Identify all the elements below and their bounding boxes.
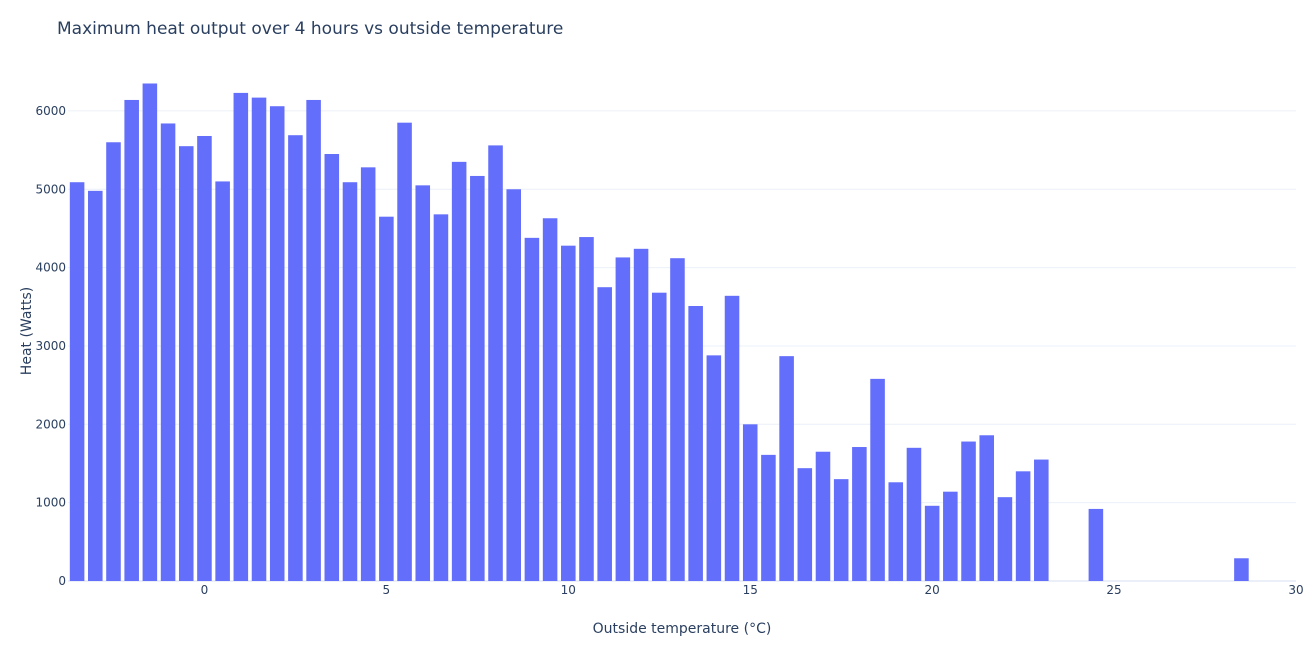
bar[interactable] xyxy=(324,154,340,582)
bar[interactable] xyxy=(815,451,831,581)
bar[interactable] xyxy=(961,441,976,581)
bar[interactable] xyxy=(178,146,194,581)
bar[interactable] xyxy=(888,482,904,581)
bar[interactable] xyxy=(579,237,594,582)
bar[interactable] xyxy=(724,295,740,581)
bar[interactable] xyxy=(651,292,667,581)
y-tick-label: 2000 xyxy=(35,417,66,431)
bar[interactable] xyxy=(633,248,649,581)
bar[interactable] xyxy=(124,99,139,581)
x-axis-ticks: 0 5 10 15 20 25 30 xyxy=(201,583,1304,597)
bar[interactable] xyxy=(233,92,249,581)
bar[interactable] xyxy=(542,218,558,581)
bar[interactable] xyxy=(88,190,103,582)
bar[interactable] xyxy=(779,356,794,581)
bar[interactable] xyxy=(251,97,267,581)
bar[interactable] xyxy=(342,182,358,581)
bar[interactable] xyxy=(69,182,85,581)
bar[interactable] xyxy=(561,245,576,582)
bar[interactable] xyxy=(997,497,1013,581)
bars xyxy=(69,83,1249,582)
bar[interactable] xyxy=(615,257,631,581)
bar[interactable] xyxy=(852,447,867,581)
bar[interactable] xyxy=(797,468,813,581)
bar[interactable] xyxy=(142,83,158,582)
bar[interactable] xyxy=(379,216,394,582)
x-tick-label: 10 xyxy=(561,583,576,597)
bar[interactable] xyxy=(670,258,685,581)
bar[interactable] xyxy=(306,99,321,581)
bar[interactable] xyxy=(197,135,212,581)
bar[interactable] xyxy=(924,505,940,581)
x-tick-label: 5 xyxy=(383,583,391,597)
y-axis-ticks: 0 1000 2000 3000 4000 5000 6000 xyxy=(35,104,66,588)
x-tick-label: 0 xyxy=(201,583,209,597)
x-tick-label: 25 xyxy=(1106,583,1121,597)
bar[interactable] xyxy=(706,355,722,581)
bar[interactable] xyxy=(742,424,758,581)
bar[interactable] xyxy=(506,189,521,581)
bar[interactable] xyxy=(215,181,230,581)
bar[interactable] xyxy=(906,447,922,581)
bar[interactable] xyxy=(451,161,467,582)
bar[interactable] xyxy=(415,185,431,581)
bar[interactable] xyxy=(269,106,285,581)
bar[interactable] xyxy=(488,145,503,582)
y-tick-label: 5000 xyxy=(35,182,66,196)
x-axis-title: Outside temperature (°C) xyxy=(593,621,772,637)
bar[interactable] xyxy=(160,123,176,582)
bar[interactable] xyxy=(833,479,849,581)
bar[interactable] xyxy=(597,287,612,581)
bar[interactable] xyxy=(1034,459,1049,581)
y-tick-label: 1000 xyxy=(35,496,66,510)
y-tick-label: 0 xyxy=(58,574,66,588)
bar[interactable] xyxy=(360,167,376,581)
bar[interactable] xyxy=(761,454,776,581)
bar[interactable] xyxy=(979,435,995,581)
y-tick-label: 6000 xyxy=(35,104,66,118)
y-tick-label: 3000 xyxy=(35,339,66,353)
chart-title: Maximum heat output over 4 hours vs outs… xyxy=(57,19,563,39)
bar[interactable] xyxy=(470,175,485,581)
y-axis-title: Heat (Watts) xyxy=(19,287,35,375)
y-tick-label: 4000 xyxy=(35,261,66,275)
bar[interactable] xyxy=(1234,558,1249,581)
bar[interactable] xyxy=(688,306,703,581)
bar[interactable] xyxy=(288,135,303,581)
bar[interactable] xyxy=(1088,508,1104,581)
bar[interactable] xyxy=(433,214,449,581)
x-tick-label: 20 xyxy=(925,583,940,597)
bar[interactable] xyxy=(106,142,121,581)
x-tick-label: 30 xyxy=(1288,583,1303,597)
bar[interactable] xyxy=(1015,471,1031,581)
x-tick-label: 15 xyxy=(743,583,758,597)
bar[interactable] xyxy=(524,237,540,582)
bar[interactable] xyxy=(397,122,412,581)
bar[interactable] xyxy=(943,491,958,581)
bar[interactable] xyxy=(870,378,885,581)
